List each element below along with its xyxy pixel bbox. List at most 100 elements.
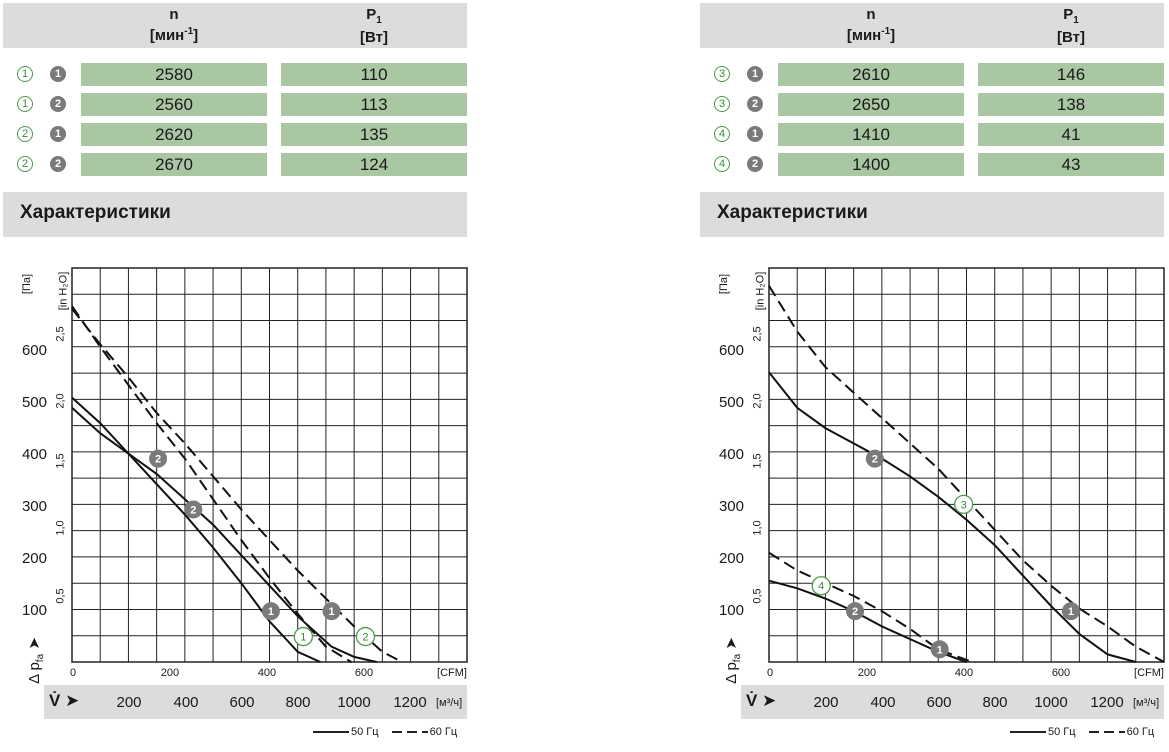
x2-tick-label: 400 [257, 667, 277, 679]
table-row: 2 1 2620 135 [0, 123, 470, 147]
y2-tick-label: 2,5 [751, 326, 764, 342]
header-n: n [мин-1] [846, 6, 896, 44]
speed-value: 2580 [81, 63, 267, 86]
power-value: 110 [281, 63, 467, 86]
panel-right: n [мин-1] P1 [Вт] 3 1 2610 146 3 2 2650 … [697, 0, 1167, 752]
operating-point-badge: 1 [50, 126, 66, 142]
x2-tick-label: 0 [766, 667, 774, 679]
operating-point-marker: 2 [865, 449, 884, 468]
y-tick-label: 100 [718, 602, 744, 619]
operating-point-marker: 2 [184, 500, 203, 519]
section-title: Характеристики [20, 202, 171, 223]
operating-point-badge: 2 [747, 156, 763, 172]
table-row: 4 2 1400 43 [697, 153, 1167, 177]
marker-circle [149, 449, 168, 468]
header-p1: P1 [Вт] [360, 6, 388, 46]
table-header: n [мин-1] P1 [Вт] [3, 3, 467, 48]
operating-point-marker: 2 [355, 626, 376, 647]
y2-tick-label: 0,5 [751, 588, 764, 604]
marker-circle [930, 640, 949, 659]
operating-point-badge: 2 [50, 156, 66, 172]
dp-axis-label: Δ pfa ➤ [722, 637, 743, 684]
operating-point-marker: 1 [930, 640, 949, 659]
x2-tick-label: 200 [857, 667, 877, 679]
x-tick-label: 800 [285, 694, 311, 711]
chart-plot-area: 2 2 1 1 1 2 [71, 267, 468, 663]
marker-circle [184, 500, 203, 519]
y2-tick-label: 1,0 [54, 520, 67, 536]
y2-tick-label: 2,0 [54, 393, 67, 409]
marker-label: 1 [300, 632, 306, 644]
speed-value: 2560 [81, 93, 267, 116]
pa-unit-label: [Па] [718, 273, 731, 295]
x-tick-label: 1000 [1034, 694, 1068, 711]
x-tick-label: 600 [926, 694, 952, 711]
y-tick-label: 200 [718, 550, 744, 567]
operating-point-marker: 2 [149, 449, 168, 468]
y-tick-label: 600 [718, 342, 744, 359]
x-tick-label: 200 [813, 694, 839, 711]
m3h-unit-label: [м³/ч] [1133, 697, 1160, 709]
legend-60hz: 60 Гц [1126, 726, 1155, 738]
x-tick-label: 800 [982, 694, 1008, 711]
marker-circle [1061, 602, 1080, 621]
inh2o-unit-label: [in H₂O] [754, 271, 767, 311]
x-tick-label: 400 [173, 694, 199, 711]
marker-label: 2 [190, 504, 196, 516]
cfm-unit-label: [CFM] [1134, 667, 1164, 679]
marker-circle [293, 626, 314, 647]
speed-value: 2670 [81, 153, 267, 176]
operating-point-badge: 1 [747, 126, 763, 142]
marker-circle [261, 602, 280, 621]
flow-axis-bar: V̇ ➤ 200 400 600 800 1000 1200 [м³/ч] [741, 685, 1164, 719]
legend-50hz: 50 Гц [351, 726, 379, 738]
x2-tick-label: 600 [354, 667, 374, 679]
marker-circle [322, 602, 341, 621]
grid [768, 267, 1165, 663]
legend-60hz: 60 Гц [429, 726, 458, 738]
y-tick-label: 300 [21, 498, 47, 515]
section-band: Характеристики [3, 192, 467, 237]
flow-symbol: V̇ ➤ [746, 691, 777, 710]
legend-50hz: 50 Гц [1048, 726, 1076, 738]
curve-number-badge: 2 [17, 126, 33, 142]
marker-label: 2 [852, 606, 858, 618]
curve-number-badge: 3 [714, 66, 730, 82]
y2-tick-label: 2,5 [54, 326, 67, 342]
section-band: Характеристики [700, 192, 1164, 237]
speed-value: 2650 [778, 93, 964, 116]
marker-circle [865, 449, 884, 468]
table-row: 3 1 2610 146 [697, 63, 1167, 87]
m3h-unit-label: [м³/ч] [436, 697, 463, 709]
y-tick-label: 100 [21, 602, 47, 619]
x-tick-label: 200 [116, 694, 142, 711]
marker-label: 1 [329, 606, 335, 618]
operating-point-badge: 1 [50, 66, 66, 82]
legend: 50 Гц 60 Гц [313, 726, 457, 738]
series-line [71, 396, 321, 663]
marker-circle [811, 576, 831, 596]
power-value: 41 [978, 123, 1164, 146]
series-line [71, 308, 403, 663]
operating-point-marker: 1 [261, 602, 280, 621]
pa-unit-label: [Па] [21, 273, 34, 295]
marker-circle [846, 602, 865, 621]
x2-tick-label: 200 [160, 667, 180, 679]
marker-label: 1 [937, 644, 943, 656]
power-value: 138 [978, 93, 1164, 116]
power-value: 43 [978, 153, 1164, 176]
marker-circle [954, 494, 974, 515]
curve-number-badge: 2 [17, 156, 33, 172]
plot-frame [71, 267, 468, 663]
curve-number-badge: 3 [714, 96, 730, 112]
x2-tick-label: 0 [69, 667, 77, 679]
series-line [768, 371, 1137, 663]
speed-value: 1400 [778, 153, 964, 176]
flow-axis-bar: V̇ ➤ 200 400 600 800 1000 1200 [м³/ч] [44, 685, 467, 719]
operating-point-marker: 3 [954, 494, 974, 515]
x-tick-label: 600 [229, 694, 255, 711]
curve-number-badge: 4 [714, 156, 730, 172]
y-tick-label: 400 [718, 446, 744, 463]
header-n: n [мин-1] [149, 6, 199, 44]
marker-label: 2 [872, 454, 878, 466]
